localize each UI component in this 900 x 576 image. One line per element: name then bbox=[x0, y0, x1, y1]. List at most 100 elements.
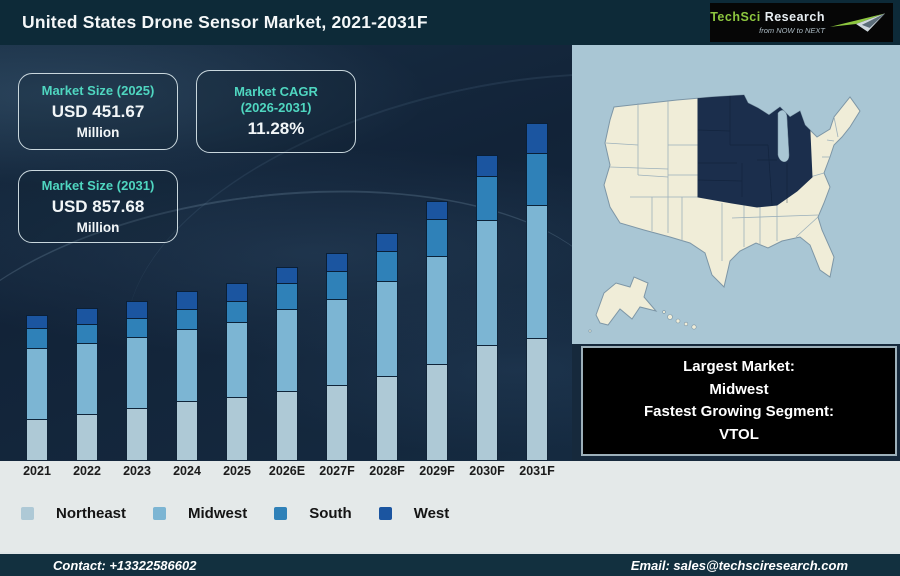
market-size-2025-box: Market Size (2025) USD 451.67 Million bbox=[18, 73, 178, 150]
bar-2030F bbox=[476, 155, 498, 461]
bar-segment-south-2022 bbox=[76, 325, 98, 344]
x-tick-2022: 2022 bbox=[73, 464, 101, 478]
bar-segment-northeast-2023 bbox=[126, 409, 148, 461]
bar-2028F bbox=[376, 233, 398, 461]
bar-segment-west-2026E bbox=[276, 267, 298, 284]
bar-segment-midwest-2021 bbox=[26, 349, 48, 420]
bar-segment-midwest-2023 bbox=[126, 338, 148, 409]
map-lake-michigan bbox=[777, 110, 790, 162]
market-cagr-box: Market CAGR (2026-2031) 11.28% bbox=[196, 70, 356, 153]
bar-segment-northeast-2030F bbox=[476, 346, 498, 461]
logo-tagline: from NOW to NEXT bbox=[759, 25, 825, 35]
bar-segment-west-2023 bbox=[126, 301, 148, 319]
bar-segment-west-2025 bbox=[226, 283, 248, 302]
bar-segment-northeast-2028F bbox=[376, 377, 398, 461]
x-tick-2029F: 2029F bbox=[419, 464, 455, 478]
bar-segment-south-2024 bbox=[176, 310, 198, 330]
bar-segment-south-2025 bbox=[226, 302, 248, 323]
market-size-2031-value: USD 857.68 bbox=[51, 197, 145, 217]
bar-segment-midwest-2028F bbox=[376, 282, 398, 377]
bar-segment-west-2028F bbox=[376, 233, 398, 252]
x-tick-2023: 2023 bbox=[123, 464, 151, 478]
legend-swatch-south bbox=[274, 507, 288, 520]
legend-swatch-west bbox=[378, 507, 392, 520]
logo-text: TechSci Research from NOW to NEXT bbox=[710, 11, 825, 34]
bar-segment-west-2021 bbox=[26, 315, 48, 329]
bar-2029F bbox=[426, 201, 448, 461]
chart-area: Market Size (2025) USD 451.67 Million Ma… bbox=[0, 45, 572, 461]
bar-segment-midwest-2024 bbox=[176, 330, 198, 402]
map-state-borders bbox=[605, 100, 839, 261]
map-alaska bbox=[595, 276, 658, 326]
bar-2021 bbox=[26, 315, 48, 461]
x-tick-2030F: 2030F bbox=[469, 464, 505, 478]
legend-label-south: South bbox=[309, 505, 352, 522]
legend-label-northeast: Northeast bbox=[56, 505, 127, 522]
bar-2027F bbox=[326, 253, 348, 461]
x-tick-2028F: 2028F bbox=[369, 464, 405, 478]
bar-2022 bbox=[76, 308, 98, 461]
legend-swatch-northeast bbox=[21, 507, 34, 520]
legend-swatch-midwest bbox=[153, 507, 167, 520]
callout-line-4: VTOL bbox=[719, 425, 759, 443]
chart-legend: Northeast Midwest South West bbox=[21, 505, 449, 522]
bar-segment-northeast-2026E bbox=[276, 392, 298, 461]
logo-brand-primary: TechSci bbox=[710, 10, 761, 24]
bar-segment-west-2024 bbox=[176, 291, 198, 310]
bar-segment-northeast-2027F bbox=[326, 386, 348, 461]
legend-item-midwest: Midwest bbox=[153, 505, 247, 522]
logo-brand-secondary: Research bbox=[764, 10, 825, 24]
bar-segment-west-2030F bbox=[476, 155, 498, 177]
legend-item-west: West bbox=[378, 505, 450, 522]
bar-segment-northeast-2025 bbox=[226, 398, 248, 461]
bar-2026E bbox=[276, 267, 298, 461]
bar-segment-west-2027F bbox=[326, 253, 348, 272]
bar-segment-south-2031F bbox=[526, 154, 548, 206]
bar-segment-northeast-2029F bbox=[426, 365, 448, 461]
market-size-2031-unit: Million bbox=[76, 220, 120, 236]
x-tick-2025: 2025 bbox=[223, 464, 251, 478]
x-tick-2027F: 2027F bbox=[319, 464, 355, 478]
bar-segment-midwest-2025 bbox=[226, 323, 248, 398]
market-size-2025-value: USD 451.67 bbox=[51, 102, 145, 122]
bar-segment-south-2030F bbox=[476, 177, 498, 221]
contact-text: Contact: +13322586602 bbox=[53, 557, 197, 573]
stacked-bar-chart bbox=[26, 45, 548, 461]
bottom-band: 2021 2022 2023 2024 2025 2026E 2027F 2028F 2029F… bbox=[0, 461, 900, 552]
bar-segment-south-2027F bbox=[326, 272, 348, 300]
bar-segment-midwest-2029F bbox=[426, 257, 448, 365]
bar-segment-midwest-2027F bbox=[326, 300, 348, 386]
legend-label-west: West bbox=[413, 505, 450, 522]
x-tick-2026E: 2026E bbox=[268, 464, 306, 478]
bar-segment-west-2022 bbox=[76, 308, 98, 325]
legend-label-midwest: Midwest bbox=[188, 505, 248, 522]
legend-item-northeast: Northeast bbox=[21, 505, 126, 522]
callout-line-2: Midwest bbox=[709, 380, 769, 398]
market-cagr-label: Market CAGR (2026-2031) bbox=[234, 84, 318, 117]
market-cagr-label-line1: Market CAGR bbox=[234, 83, 318, 99]
bar-2031F bbox=[526, 123, 548, 461]
bar-2023 bbox=[126, 301, 148, 461]
techsci-logo: TechSci Research from NOW to NEXT bbox=[710, 3, 893, 42]
bar-segment-midwest-2022 bbox=[76, 344, 98, 415]
bar-segment-midwest-2026E bbox=[276, 310, 298, 392]
bar-segment-south-2023 bbox=[126, 319, 148, 338]
footer-bar: Contact: +13322586602 Email: sales@techs… bbox=[0, 552, 900, 576]
market-size-2031-label: Market Size (2031) bbox=[41, 177, 155, 193]
header-bar: United States Drone Sensor Market, 2021-… bbox=[0, 0, 900, 45]
x-tick-2024: 2024 bbox=[173, 464, 201, 478]
bar-segment-northeast-2031F bbox=[526, 339, 548, 461]
callout-line-3: Fastest Growing Segment: bbox=[643, 403, 835, 420]
x-tick-2031F: 2031F bbox=[519, 464, 555, 478]
logo-brand: TechSci Research bbox=[710, 11, 825, 24]
x-axis-labels: 2021 2022 2023 2024 2025 2026E 2027F 2028F 2029F… bbox=[15, 464, 559, 478]
market-size-2031-box: Market Size (2031) USD 857.68 Million bbox=[18, 170, 178, 243]
market-callout-box: Largest Market: Midwest Fastest Growing … bbox=[581, 346, 897, 456]
paper-plane-icon bbox=[829, 12, 886, 32]
callout-line-1: Largest Market: bbox=[683, 358, 795, 375]
market-cagr-label-line2: (2026-2031) bbox=[240, 100, 312, 115]
market-size-2025-unit: Million bbox=[76, 125, 120, 141]
page-title: United States Drone Sensor Market, 2021-… bbox=[22, 12, 428, 32]
map-hawaii bbox=[588, 310, 697, 333]
